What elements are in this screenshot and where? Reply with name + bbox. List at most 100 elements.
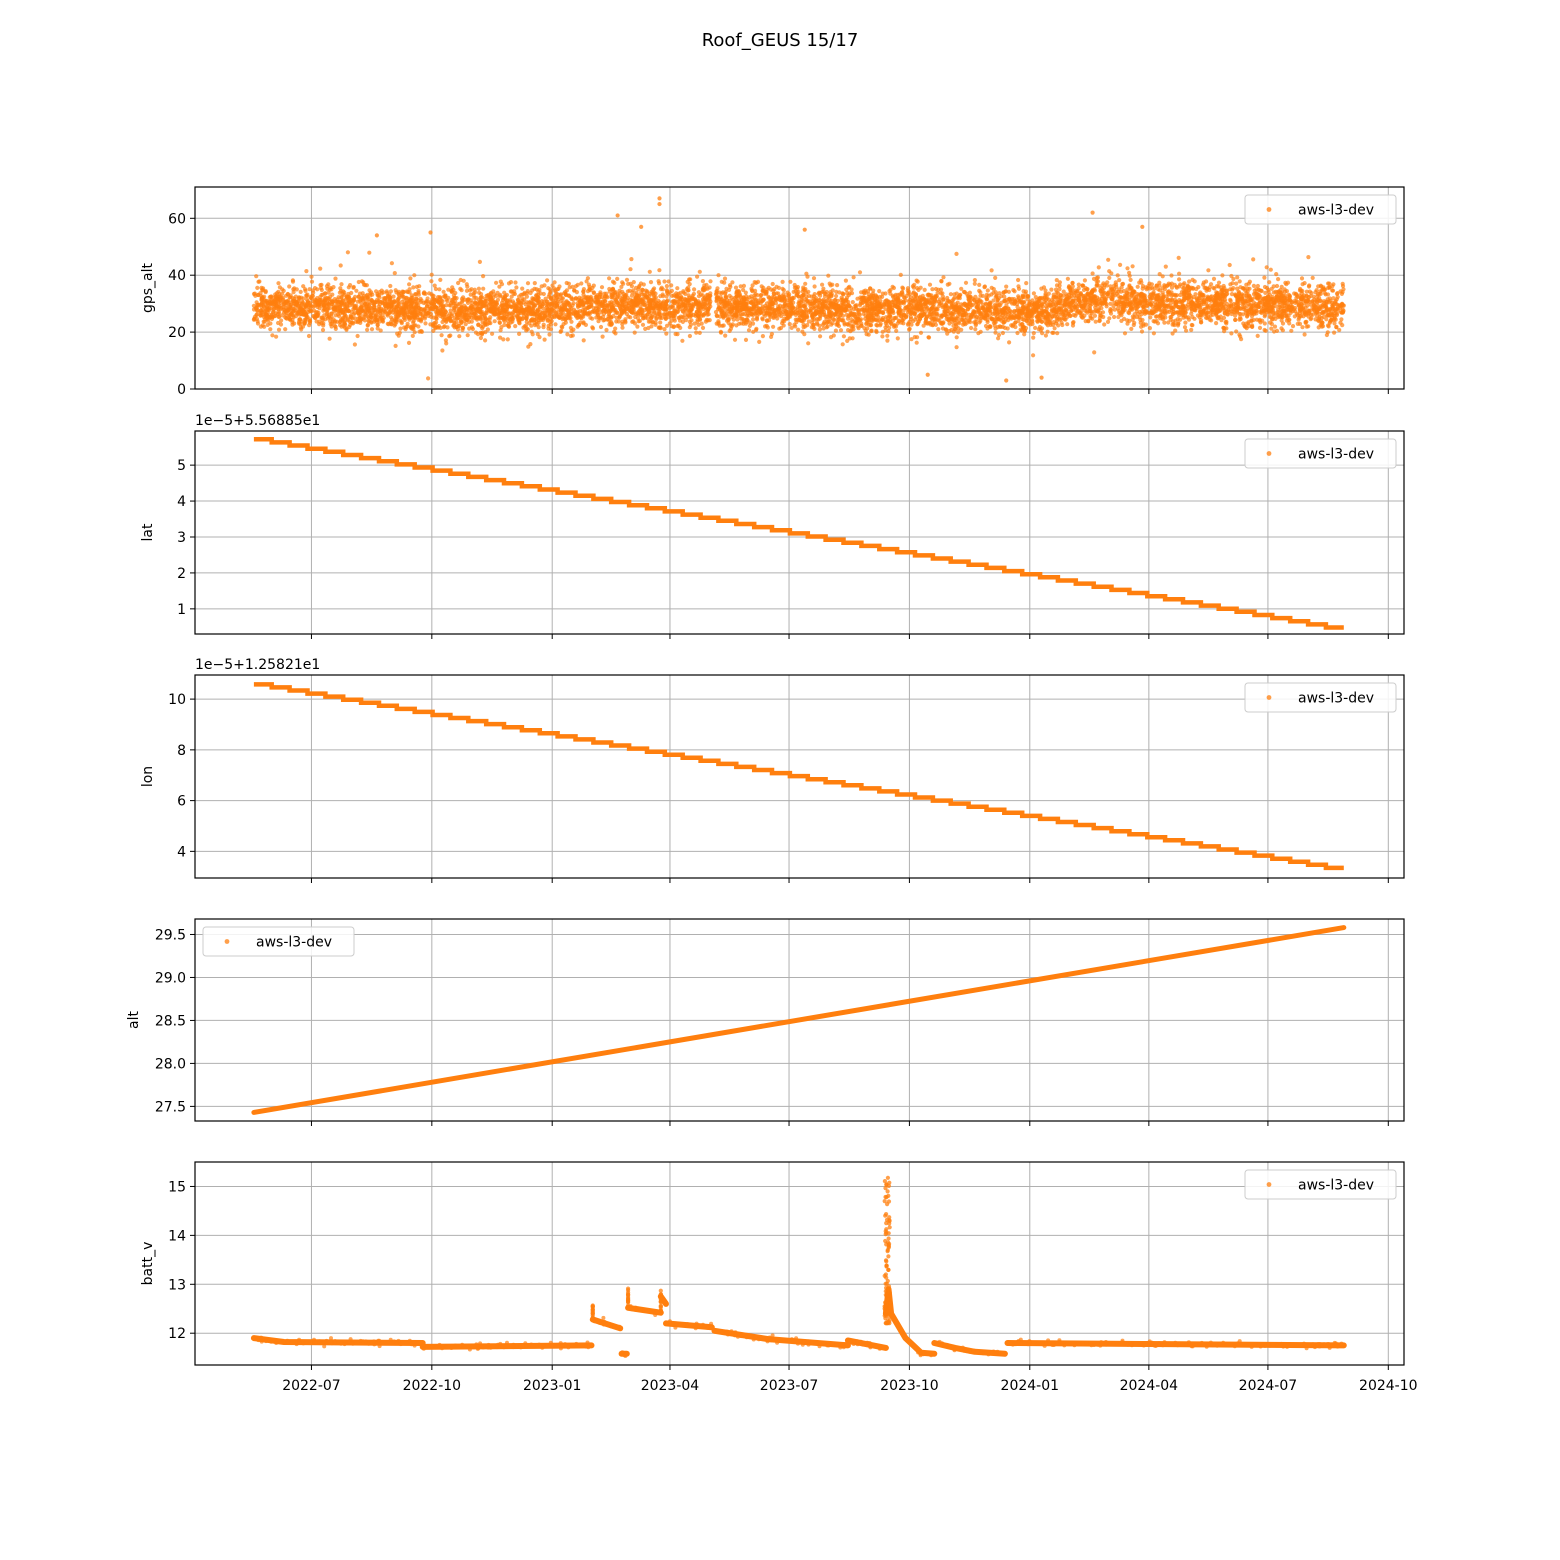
data-point — [948, 292, 954, 297]
data-point — [304, 269, 309, 274]
data-point — [1045, 329, 1050, 334]
data-point — [760, 316, 765, 321]
data-point — [663, 316, 669, 321]
data-point — [1016, 277, 1021, 283]
data-point — [851, 275, 856, 280]
data-point — [909, 337, 914, 342]
data-point — [945, 282, 950, 287]
data-point — [670, 293, 675, 298]
data-point — [1096, 265, 1101, 270]
data-point — [1119, 285, 1124, 290]
data-point — [1125, 266, 1130, 271]
data-point — [647, 269, 652, 274]
data-point — [805, 323, 810, 328]
data-point — [922, 287, 927, 292]
data-point — [1182, 325, 1188, 330]
data-point — [1097, 318, 1102, 324]
data-point — [820, 282, 825, 287]
data-point — [384, 289, 389, 294]
data-point — [747, 323, 753, 328]
data-point — [733, 285, 739, 290]
data-point — [513, 280, 518, 285]
data-point — [700, 325, 706, 330]
data-point — [497, 284, 502, 289]
data-point — [751, 317, 756, 322]
data-point — [654, 316, 659, 322]
data-point — [687, 325, 692, 330]
data-point — [514, 285, 519, 290]
data-point — [1057, 287, 1062, 292]
data-point — [1093, 294, 1098, 299]
data-point — [1090, 271, 1095, 276]
data-point — [1132, 312, 1137, 317]
data-point — [1170, 322, 1175, 327]
data-point — [898, 272, 903, 277]
data-point — [666, 279, 671, 284]
data-point — [620, 325, 625, 330]
data-point — [733, 295, 738, 300]
data-point — [629, 284, 635, 289]
data-point — [1054, 278, 1059, 283]
data-point — [298, 289, 303, 294]
data-point — [456, 280, 461, 286]
data-point — [542, 337, 547, 342]
data-point — [532, 281, 537, 286]
data-point — [1132, 320, 1137, 325]
data-point — [727, 293, 732, 298]
data-point — [1255, 333, 1260, 338]
data-point — [628, 267, 633, 272]
data-point — [812, 284, 817, 289]
data-point — [477, 290, 482, 295]
data-point — [1262, 314, 1267, 319]
data-point — [1230, 287, 1235, 292]
data-point — [259, 298, 264, 303]
data-point — [1299, 276, 1305, 281]
data-point — [1289, 328, 1294, 333]
data-point — [635, 324, 640, 329]
data-point — [569, 328, 574, 334]
data-point — [600, 334, 605, 339]
data-point — [980, 293, 985, 298]
data-point — [754, 326, 759, 331]
data-point — [1339, 317, 1344, 322]
data-point — [570, 284, 575, 289]
data-point — [418, 300, 423, 305]
data-point — [585, 276, 591, 281]
data-point — [1334, 324, 1339, 330]
data-point — [1051, 330, 1056, 335]
data-point — [1234, 329, 1239, 334]
data-point — [723, 333, 728, 338]
data-point — [380, 319, 386, 324]
data-point — [716, 273, 721, 278]
data-point — [418, 296, 423, 301]
data-point — [1209, 282, 1214, 287]
data-point — [524, 294, 530, 299]
data-point — [875, 311, 880, 316]
data-point — [369, 327, 375, 332]
data-point — [692, 287, 697, 292]
data-point — [1292, 314, 1297, 319]
data-point — [279, 318, 284, 323]
data-point — [563, 292, 569, 298]
data-point — [585, 289, 591, 294]
data-point — [1269, 286, 1274, 291]
data-point — [956, 330, 961, 335]
data-point — [885, 338, 890, 343]
data-point — [693, 326, 698, 331]
data-point — [1231, 276, 1236, 282]
data-point — [276, 327, 282, 332]
data-point — [413, 292, 418, 297]
data-point — [356, 279, 361, 285]
data-point — [308, 319, 313, 324]
data-point — [1177, 271, 1182, 276]
data-point — [1292, 291, 1297, 296]
data-point — [796, 327, 801, 332]
data-point — [319, 287, 324, 293]
data-point — [1004, 284, 1009, 289]
data-point — [1283, 289, 1288, 294]
data-point — [410, 333, 415, 338]
data-point — [307, 287, 312, 292]
data-point — [259, 285, 264, 290]
data-point — [813, 296, 819, 301]
